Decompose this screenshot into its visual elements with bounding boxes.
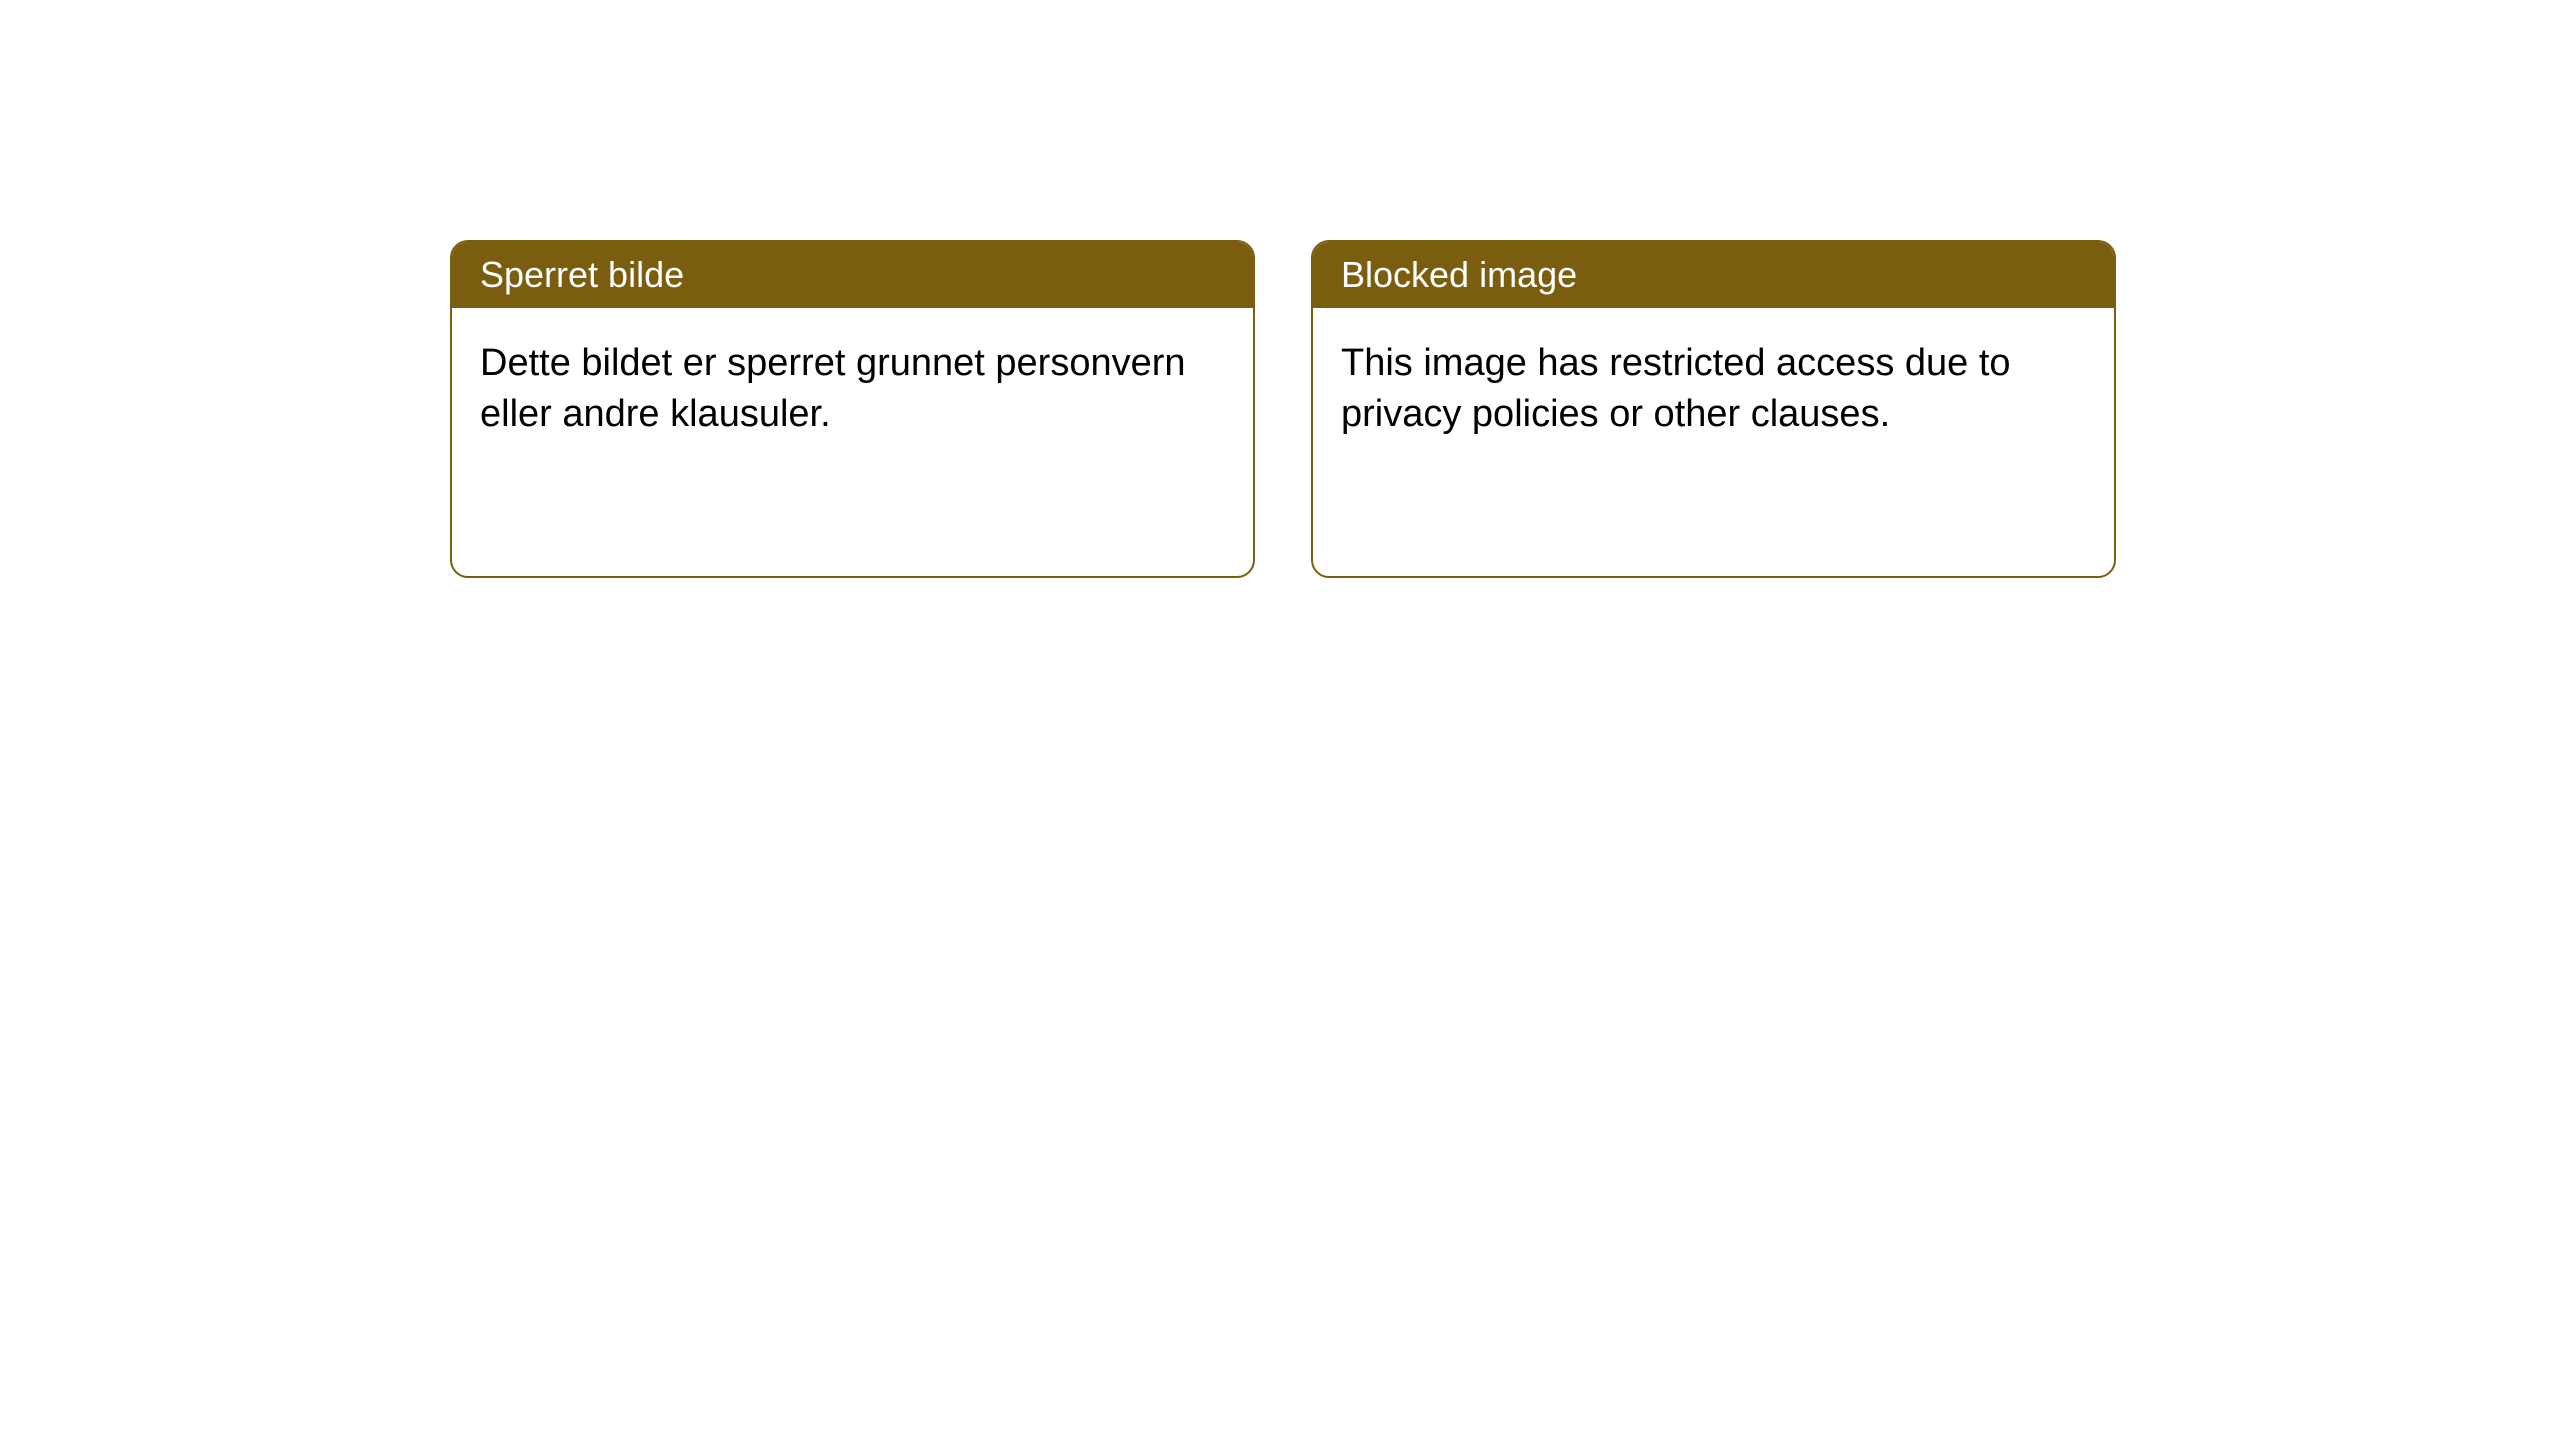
card-header: Sperret bilde (452, 242, 1253, 308)
notice-cards-container: Sperret bilde Dette bildet er sperret gr… (450, 240, 2116, 578)
card-body: This image has restricted access due to … (1313, 308, 2114, 471)
notice-card-english: Blocked image This image has restricted … (1311, 240, 2116, 578)
notice-card-norwegian: Sperret bilde Dette bildet er sperret gr… (450, 240, 1255, 578)
card-body-text: This image has restricted access due to … (1341, 342, 2011, 435)
card-header: Blocked image (1313, 242, 2114, 308)
card-title: Sperret bilde (480, 254, 684, 295)
card-body-text: Dette bildet er sperret grunnet personve… (480, 342, 1186, 435)
card-body: Dette bildet er sperret grunnet personve… (452, 308, 1253, 471)
card-title: Blocked image (1341, 254, 1577, 295)
